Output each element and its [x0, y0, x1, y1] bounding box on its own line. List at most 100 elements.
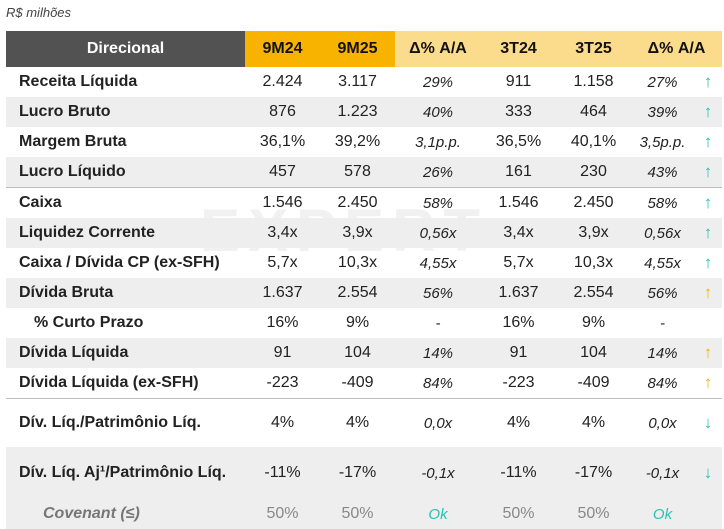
table-row: Dívida Bruta 1.637 2.554 56% 1.637 2.554 56% ↑	[6, 278, 723, 308]
cell: -11%	[481, 447, 556, 499]
cell: 911	[505, 73, 532, 90]
arrow-down-teal-icon: ↓	[694, 398, 723, 447]
cell: 230	[556, 157, 631, 188]
table-row: Liquidez Corrente 3,4x 3,9x 0,56x 3,4x 3,9x 0,…	[6, 218, 723, 248]
table-row: Dívida Líquida (ex-SFH) -223 -409 84% -223 -4…	[6, 368, 722, 399]
arrow-up-teal-icon: ↑	[694, 187, 723, 218]
cell: 39,2%	[334, 133, 381, 150]
cell: 16%	[502, 314, 535, 331]
table-row: Caixa 1.546 2.450 58% 1.546 2.450 58% ↑	[6, 187, 723, 218]
cell: -223	[502, 374, 535, 391]
row-label: Liquidez Corrente	[6, 218, 245, 248]
cell: 1.637	[245, 278, 320, 308]
header-title: Direcional	[6, 31, 245, 67]
cell: 0,56x	[631, 218, 694, 248]
cell: 84%	[422, 374, 454, 392]
cell: 91	[245, 338, 320, 368]
cell: 16%	[266, 314, 299, 331]
row-label: Covenant (≤)	[6, 499, 245, 529]
cell: 58%	[395, 187, 481, 218]
cell: 4%	[320, 398, 395, 447]
cell: 56%	[631, 278, 694, 308]
cell: 2.424	[262, 73, 303, 90]
cell: 464	[556, 97, 631, 127]
cell: 50%	[481, 499, 556, 529]
cell: 9%	[345, 314, 370, 331]
cell: 9%	[581, 314, 606, 331]
cell: 2.450	[320, 187, 395, 218]
cell: 40%	[395, 97, 481, 127]
cell: 2.554	[320, 278, 395, 308]
arrow-up-teal-icon: ↑	[703, 132, 713, 151]
cell: 1.158	[573, 73, 614, 90]
cell: 1.546	[245, 187, 320, 218]
cell: 1.637	[481, 278, 556, 308]
row-label: Receita Líquida	[19, 73, 138, 90]
table-row: % Curto Prazo 16% 9% - 16% 9% -	[6, 308, 722, 338]
cell: 2.554	[556, 278, 631, 308]
cell: 3,9x	[556, 218, 631, 248]
header-row: Direcional 9M24 9M25 Δ% A/A 3T24 3T25 Δ%…	[6, 31, 723, 67]
cell: 1.223	[320, 97, 395, 127]
row-label: Dívida Líquida	[6, 338, 245, 368]
row-label: Dív. Líq. Aj¹/Patrimônio Líq.	[6, 447, 245, 499]
cell: 56%	[395, 278, 481, 308]
cell: 4,55x	[644, 254, 681, 272]
cell: 4,55x	[419, 254, 457, 272]
row-label: Caixa	[6, 187, 245, 218]
arrow-up-amber-icon: ↑	[703, 373, 713, 392]
header-9m25: 9M25	[320, 31, 395, 67]
arrow-up-teal-icon: ↑	[703, 72, 713, 91]
financial-table: Direcional 9M24 9M25 Δ% A/A 3T24 3T25 Δ%…	[6, 31, 723, 529]
header-3t25: 3T25	[556, 31, 631, 67]
arrow-cell	[694, 308, 722, 338]
cell: 161	[481, 157, 556, 188]
cell: 91	[481, 338, 556, 368]
table-row: Caixa / Dívida CP (ex-SFH) 5,7x 10,3x 4,55x…	[6, 248, 722, 278]
header-delta-3t: Δ% A/A	[631, 31, 723, 67]
cell: 104	[556, 338, 631, 368]
cell: 0,0x	[631, 398, 694, 447]
cell: -223	[266, 374, 299, 391]
table-row: Dívida Líquida 91 104 14% 91 104 14% ↑	[6, 338, 723, 368]
header-3t24: 3T24	[481, 31, 556, 67]
cell: 4%	[556, 398, 631, 447]
row-label: Dívida Líquida (ex-SFH)	[19, 374, 199, 391]
arrow-up-teal-icon: ↑	[703, 253, 713, 272]
cell: 43%	[631, 157, 694, 188]
cell: -	[435, 314, 441, 332]
cell: 104	[320, 338, 395, 368]
arrow-up-teal-icon: ↑	[694, 157, 723, 188]
cell: 0,56x	[395, 218, 481, 248]
cell: 3,5p.p.	[639, 133, 686, 151]
arrow-up-teal-icon: ↑	[694, 97, 723, 127]
cell: 50%	[320, 499, 395, 529]
arrow-down-teal-icon: ↓	[694, 447, 723, 499]
cell: -	[660, 314, 665, 332]
row-label: % Curto Prazo	[34, 314, 144, 331]
cell: 2.450	[556, 187, 631, 218]
table-row: Dív. Líq. Aj¹/Patrimônio Líq. -11% -17% -0,…	[6, 447, 723, 499]
cell: 3,9x	[320, 218, 395, 248]
cell: -11%	[245, 447, 320, 499]
table-row: Receita Líquida 2.424 3.117 29% 911 1.158 27% ↑	[6, 67, 722, 97]
row-label: Lucro Líquido	[6, 157, 245, 188]
arrow-up-amber-icon: ↑	[694, 338, 723, 368]
cell: -17%	[556, 447, 631, 499]
cell: 36,5%	[495, 133, 542, 150]
cell: 3,1p.p.	[415, 133, 461, 151]
cell: 1.546	[481, 187, 556, 218]
arrow-up-teal-icon: ↑	[694, 218, 723, 248]
cell: 4%	[481, 398, 556, 447]
cell: -17%	[320, 447, 395, 499]
row-label: Dívida Bruta	[6, 278, 245, 308]
cell: 14%	[395, 338, 481, 368]
cell: 3.117	[338, 73, 377, 90]
cell: 50%	[245, 499, 320, 529]
cell: -0,1x	[631, 447, 694, 499]
unit-label: R$ milhões	[6, 5, 72, 20]
cell: 4%	[245, 398, 320, 447]
cell: Ok	[631, 499, 694, 529]
cell: 50%	[556, 499, 631, 529]
cell: 39%	[631, 97, 694, 127]
